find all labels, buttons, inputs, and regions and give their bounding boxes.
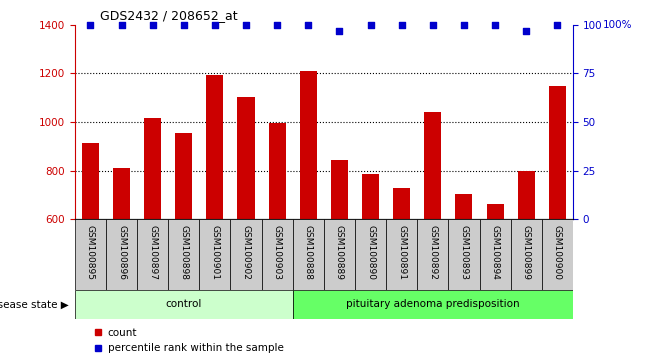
Point <box>210 22 220 28</box>
Text: GSM100895: GSM100895 <box>86 225 95 280</box>
Bar <box>299 71 317 219</box>
Text: GSM100897: GSM100897 <box>148 225 157 280</box>
Point <box>428 22 438 28</box>
Point <box>272 22 283 28</box>
Text: GDS2432 / 208652_at: GDS2432 / 208652_at <box>100 9 238 22</box>
Point <box>552 22 562 28</box>
Bar <box>175 133 192 219</box>
Bar <box>137 219 168 290</box>
Bar <box>113 169 130 219</box>
Bar <box>424 112 441 219</box>
Point <box>178 22 189 28</box>
Bar <box>362 175 379 219</box>
Text: control: control <box>165 299 202 309</box>
Point <box>459 22 469 28</box>
Bar <box>293 290 573 319</box>
Point <box>85 22 96 28</box>
Text: GSM100903: GSM100903 <box>273 225 282 280</box>
Text: GSM100900: GSM100900 <box>553 225 562 280</box>
Text: GSM100894: GSM100894 <box>491 225 499 280</box>
Point <box>117 22 127 28</box>
Bar <box>293 219 324 290</box>
Point <box>396 22 407 28</box>
Text: GSM100891: GSM100891 <box>397 225 406 280</box>
Point <box>365 22 376 28</box>
Legend: count, percentile rank within the sample: count, percentile rank within the sample <box>90 324 288 354</box>
Text: GSM100889: GSM100889 <box>335 225 344 280</box>
Text: GSM100893: GSM100893 <box>460 225 469 280</box>
Bar <box>144 119 161 219</box>
Text: GSM100890: GSM100890 <box>366 225 375 280</box>
Bar <box>75 290 293 319</box>
Point <box>490 22 500 28</box>
Bar <box>518 171 534 219</box>
Bar <box>393 188 410 219</box>
Text: GSM100892: GSM100892 <box>428 225 437 280</box>
Point <box>148 22 158 28</box>
Bar <box>549 86 566 219</box>
Bar <box>386 219 417 290</box>
Bar <box>230 219 262 290</box>
Point <box>521 28 531 33</box>
Bar <box>542 219 573 290</box>
Text: pituitary adenoma predisposition: pituitary adenoma predisposition <box>346 299 519 309</box>
Bar <box>331 160 348 219</box>
Text: GSM100899: GSM100899 <box>521 225 531 280</box>
Point <box>334 28 344 33</box>
Bar <box>168 219 199 290</box>
Bar <box>262 219 293 290</box>
Bar <box>449 219 480 290</box>
Text: 100%: 100% <box>603 20 632 30</box>
Bar <box>417 219 449 290</box>
Bar <box>106 219 137 290</box>
Bar <box>199 219 230 290</box>
Bar <box>486 204 504 219</box>
Text: GSM100888: GSM100888 <box>304 225 313 280</box>
Text: disease state ▶: disease state ▶ <box>0 299 68 309</box>
Bar <box>456 194 473 219</box>
Bar <box>206 75 223 219</box>
Bar <box>75 219 106 290</box>
Bar <box>480 219 510 290</box>
Point <box>303 22 314 28</box>
Text: GSM100901: GSM100901 <box>210 225 219 280</box>
Text: GSM100898: GSM100898 <box>179 225 188 280</box>
Text: GSM100902: GSM100902 <box>242 225 251 280</box>
Bar <box>510 219 542 290</box>
Point <box>241 22 251 28</box>
Text: GSM100896: GSM100896 <box>117 225 126 280</box>
Bar <box>324 219 355 290</box>
Bar <box>82 143 99 219</box>
Bar <box>269 123 286 219</box>
Bar <box>355 219 386 290</box>
Bar <box>238 97 255 219</box>
